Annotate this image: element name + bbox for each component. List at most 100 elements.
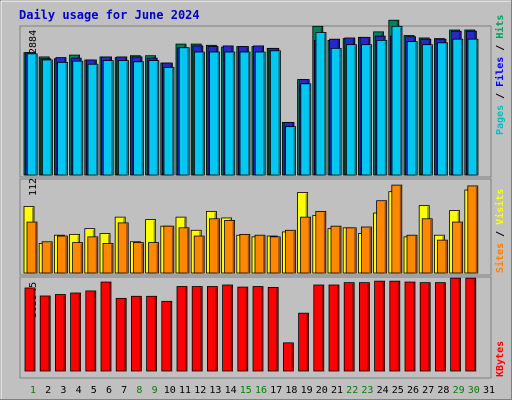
panel-kbytes-legend: KBytes (495, 341, 506, 377)
legend-sep-2: / (495, 39, 506, 57)
bar-hits-pages-day-22 (345, 44, 357, 176)
legend-pages: Pages (495, 105, 506, 135)
day-label-6: 6 (106, 385, 112, 396)
bar-visits-sites-day-3 (57, 235, 68, 274)
bar-hits-pages-day-4 (72, 60, 84, 176)
bar-visits-sites-day-29 (452, 221, 464, 274)
bar-hits-pages-day-21 (330, 47, 342, 176)
bar-visits-sites-day-1 (26, 221, 38, 274)
bar-visits-sites-day-23 (360, 226, 372, 274)
panel-hits-max-label: 22884 (28, 30, 39, 60)
bar-hits-pages-day-29 (452, 38, 464, 176)
bar-visits-sites-day-19 (300, 216, 312, 274)
day-label-4: 4 (76, 385, 82, 396)
bar-hits-pages-day-14 (224, 51, 236, 176)
day-label-27: 27 (422, 385, 434, 396)
bar-kbytes-kbytes-day-30 (465, 277, 477, 372)
bar-visits-sites-day-8 (132, 242, 144, 274)
bar-hits-pages-day-18 (285, 126, 297, 176)
day-label-1: 1 (30, 385, 36, 396)
bar-kbytes-kbytes-day-4 (70, 292, 81, 372)
day-label-20: 20 (316, 385, 328, 396)
day-label-15: 15 (240, 385, 252, 396)
bar-visits-sites-day-17 (269, 236, 281, 274)
legend-sep-3: / (495, 225, 506, 243)
bar-hits-pages-day-24 (376, 40, 388, 176)
bar-hits-pages-day-20 (315, 32, 327, 176)
day-label-16: 16 (255, 385, 267, 396)
bar-visits-sites-day-25 (391, 184, 403, 274)
day-label-31: 31 (483, 385, 495, 396)
panel-hits-bars (23, 19, 479, 176)
panel-hits-legend: Pages / Files / Hits (494, 15, 506, 135)
bar-kbytes-kbytes-day-26 (404, 281, 416, 372)
day-label-9: 9 (152, 385, 158, 396)
bar-kbytes-kbytes-day-3 (55, 294, 66, 372)
bar-kbytes-kbytes-day-10 (161, 300, 173, 372)
bar-kbytes-kbytes-day-1 (24, 287, 36, 372)
day-label-21: 21 (331, 385, 343, 396)
bar-visits-sites-day-13 (208, 218, 220, 274)
legend-sep-1: / (495, 87, 506, 105)
bar-kbytes-kbytes-day-18 (282, 342, 294, 372)
bar-kbytes-kbytes-day-6 (100, 281, 112, 372)
day-label-2: 2 (45, 385, 51, 396)
panel-visits: 112 Sites / Visits (19, 178, 506, 276)
chart-title: Daily usage for June 2024 (19, 8, 200, 22)
bar-hits-pages-day-6 (102, 60, 114, 176)
legend-visits: Visits (494, 189, 506, 225)
bar-visits-sites-day-5 (87, 236, 99, 274)
bar-hits-pages-day-15 (239, 51, 251, 176)
bar-hits-pages-day-8 (133, 61, 145, 176)
day-label-17: 17 (270, 385, 282, 396)
bar-visits-sites-day-2 (41, 241, 53, 274)
bar-kbytes-kbytes-day-16 (252, 286, 264, 372)
bar-kbytes-kbytes-day-8 (130, 295, 142, 372)
bar-visits-sites-day-21 (330, 225, 342, 274)
bar-hits-pages-day-27 (421, 44, 433, 176)
bar-hits-pages-day-5 (87, 63, 99, 176)
bar-kbytes-kbytes-day-7 (115, 297, 127, 372)
bar-kbytes-kbytes-day-29 (450, 277, 462, 372)
day-label-12: 12 (194, 385, 206, 396)
bar-hits-pages-day-30 (467, 38, 479, 176)
bar-visits-sites-day-16 (254, 234, 266, 274)
bar-kbytes-kbytes-day-2 (39, 295, 51, 372)
bar-visits-sites-day-27 (421, 218, 433, 274)
bar-hits-pages-day-11 (178, 47, 190, 176)
bar-visits-sites-day-9 (148, 242, 160, 274)
bar-kbytes-kbytes-day-12 (191, 286, 203, 372)
bar-hits-pages-day-7 (118, 60, 129, 176)
bar-kbytes-kbytes-day-24 (374, 280, 386, 372)
bar-visits-sites-day-14 (224, 220, 236, 274)
panel-hits: 22884 Pages / Files / Hits (19, 15, 506, 178)
bar-visits-sites-day-18 (284, 229, 296, 274)
bar-kbytes-kbytes-day-11 (176, 286, 188, 372)
x-axis-day-labels: 1 2 3 4 5 6 7 8 9 10 11 12 13 14 15 16 17 18 19 20 21 22 23 24 2… (30, 385, 495, 396)
bar-visits-sites-day-12 (193, 235, 205, 274)
bar-hits-pages-day-23 (361, 44, 373, 176)
bar-kbytes-kbytes-day-13 (206, 286, 218, 372)
bar-kbytes-kbytes-day-17 (267, 286, 279, 372)
day-label-8: 8 (136, 385, 142, 396)
panel-visits-max-label: 112 (28, 178, 39, 196)
day-label-19: 19 (301, 385, 313, 396)
day-label-30: 30 (468, 385, 480, 396)
bar-hits-pages-day-12 (193, 51, 205, 176)
day-label-28: 28 (437, 385, 449, 396)
bar-hits-pages-day-25 (391, 25, 403, 176)
day-label-24: 24 (377, 385, 389, 396)
day-label-29: 29 (453, 385, 465, 396)
day-label-13: 13 (209, 385, 221, 396)
bar-hits-pages-day-9 (148, 60, 160, 176)
bar-kbytes-kbytes-day-23 (358, 282, 370, 372)
day-label-3: 3 (60, 385, 66, 396)
day-label-11: 11 (179, 385, 191, 396)
bar-kbytes-kbytes-day-14 (222, 284, 234, 372)
legend-hits: Hits (494, 15, 506, 39)
bar-visits-sites-day-7 (117, 222, 129, 274)
bar-hits-pages-day-28 (437, 42, 449, 176)
bar-visits-sites-day-26 (406, 234, 418, 274)
day-label-10: 10 (164, 385, 176, 396)
